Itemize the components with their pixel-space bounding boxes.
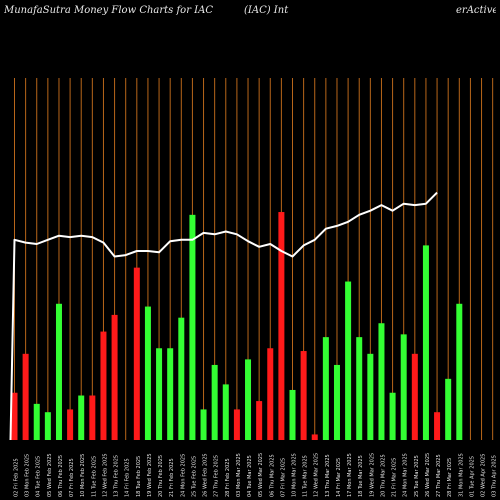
money-flow-bar — [300, 351, 307, 440]
money-flow-bar — [167, 348, 174, 440]
money-flow-bar — [222, 384, 229, 440]
money-flow-bar — [33, 403, 40, 440]
x-tick-label: 07 Fri Feb 2025 — [69, 458, 75, 497]
money-flow-bar — [144, 306, 151, 440]
x-tick-label: 28 Fri Mar 2025 — [447, 458, 453, 497]
x-tick-label: 25 Tue Feb 2025 — [191, 456, 197, 497]
x-tick-label: 06 Thu Mar 2025 — [269, 454, 275, 497]
x-tick-label: 07 Fri Mar 2025 — [280, 458, 286, 497]
x-tick-label: 20 Thu Mar 2025 — [380, 454, 386, 497]
money-flow-bar — [44, 412, 51, 440]
x-tick-label: 25 Tue Mar 2025 — [414, 455, 420, 497]
x-tick-label: 03 Thu Apr 2025 — [492, 455, 498, 497]
money-flow-bar — [22, 353, 29, 440]
x-tick-label: 26 Wed Feb 2025 — [203, 453, 209, 497]
money-flow-bar — [311, 434, 318, 440]
x-tick-label: 28 Fri Feb 2025 — [225, 458, 231, 497]
x-tick-label: 21 Fri Mar 2025 — [392, 458, 398, 497]
money-flow-bar — [434, 412, 441, 440]
money-flow-bar — [356, 337, 363, 440]
line-layer — [9, 191, 438, 441]
x-tick-label: 06 Thu Feb 2025 — [58, 455, 64, 497]
money-flow-bar — [445, 378, 452, 440]
x-tick-label: 04 Tue Mar 2025 — [247, 455, 253, 497]
money-flow-bar — [67, 409, 74, 440]
x-tick-label: 18 Tue Feb 2025 — [136, 456, 142, 497]
money-flow-bar — [233, 409, 240, 440]
x-tick-label: 01 Tue Apr 2025 — [469, 456, 475, 497]
chart-title-left: MunafaSutra Money Flow Charts for IAC — [4, 5, 213, 16]
money-flow-bar — [178, 317, 185, 440]
money-flow-bar — [456, 303, 463, 440]
money-flow-bar — [245, 359, 252, 440]
x-tick-label: 10 Mon Feb 2025 — [80, 454, 86, 497]
money-flow-bar — [278, 212, 285, 440]
x-tick-label: 13 Thu Mar 2025 — [325, 454, 331, 497]
money-flow-bar — [78, 395, 85, 440]
money-flow-bar — [422, 245, 429, 440]
money-flow-bar — [400, 334, 407, 440]
money-flow-bar — [322, 337, 329, 440]
x-tick-label: 27 Thu Feb 2025 — [214, 455, 220, 497]
x-tick-label: 27 Thu Mar 2025 — [436, 454, 442, 497]
x-tick-label: 19 Wed Feb 2025 — [147, 453, 153, 497]
x-tick-label: 24 Mon Feb 2025 — [180, 454, 186, 497]
chart-title-middle: (IAC) Int — [244, 5, 289, 16]
x-tick-label: 19 Wed Mar 2025 — [369, 453, 375, 497]
money-flow-bar — [256, 401, 263, 440]
x-tick-label: 10 Mon Mar 2025 — [292, 453, 298, 497]
x-tick-label: 02 Fri Feb 2025 — [14, 458, 20, 497]
money-flow-bar — [289, 389, 296, 440]
x-tick-label: 11 Tue Mar 2025 — [303, 455, 309, 497]
money-flow-bar — [200, 409, 207, 440]
money-flow-bar — [100, 331, 107, 440]
money-flow-bar — [111, 314, 118, 440]
x-tick-label: 11 Tue Feb 2025 — [91, 456, 97, 497]
money-flow-bar — [189, 214, 196, 440]
x-tick-label: 21 Fri Feb 2025 — [169, 458, 175, 497]
x-tick-label: 13 Thu Feb 2025 — [114, 455, 120, 497]
money-flow-bar — [378, 323, 385, 440]
money-flow-bar — [133, 267, 140, 440]
x-tick-label: 02 Wed Apr 2025 — [481, 454, 487, 497]
money-flow-bar — [367, 353, 374, 440]
x-tick-label: 14 Fri Mar 2025 — [336, 458, 342, 497]
x-tick-label: 03 Mon Mar 2025 — [236, 453, 242, 497]
x-tick-label: 12 Wed Mar 2025 — [314, 453, 320, 497]
x-tick-label: 18 Tue Mar 2025 — [358, 455, 364, 497]
x-tick-label: 05 Wed Feb 2025 — [47, 453, 53, 497]
x-tick-label: 17 Mon Mar 2025 — [347, 453, 353, 497]
x-tick-label: 04 Tue Feb 2025 — [36, 456, 42, 497]
x-tick-label: 03 Mon Feb 2025 — [25, 454, 31, 497]
x-tick-label: 05 Wed Mar 2025 — [258, 453, 264, 497]
money-flow-bar — [389, 392, 396, 440]
money-flow-bar — [156, 348, 163, 440]
money-flow-bar — [411, 353, 418, 440]
x-tick-label: 26 Wed Mar 2025 — [425, 453, 431, 497]
x-tick-label: 14 Fri Feb 2025 — [125, 458, 131, 497]
money-flow-bar — [11, 392, 18, 440]
money-flow-bar — [211, 364, 218, 440]
x-tick-label: 20 Thu Feb 2025 — [158, 455, 164, 497]
x-tick-label: 12 Wed Feb 2025 — [102, 453, 108, 497]
x-tick-label: 24 Mon Mar 2025 — [403, 453, 409, 497]
x-tick-label: 31 Mon Mar 2025 — [458, 453, 464, 497]
price-line — [9, 191, 438, 441]
x-label-layer: 02 Fri Feb 2025 03 Mon Feb 2025 04 Tue Feb… — [14, 453, 498, 497]
money-flow-bar — [333, 364, 340, 440]
money-flow-bar — [345, 281, 352, 440]
chart-title-right: erActive — [456, 5, 496, 16]
money-flow-bar — [89, 395, 96, 440]
money-flow-bar — [267, 348, 274, 440]
bar-layer — [11, 212, 463, 440]
money-flow-bar — [55, 303, 62, 440]
chart-title: MunafaSutra Money Flow Charts for IAC (I… — [4, 5, 496, 21]
